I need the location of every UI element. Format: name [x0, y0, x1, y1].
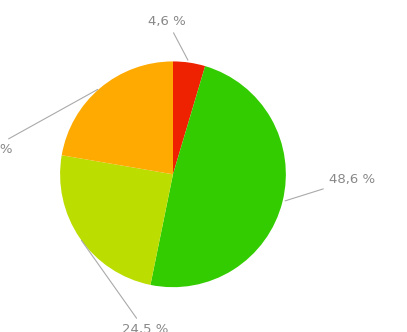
Text: 24,5 %: 24,5 % — [81, 240, 168, 332]
Text: 22,3 %: 22,3 % — [0, 89, 98, 156]
Wedge shape — [173, 61, 205, 174]
Wedge shape — [60, 155, 173, 285]
Text: 4,6 %: 4,6 % — [149, 15, 188, 60]
Wedge shape — [62, 61, 173, 174]
Text: 48,6 %: 48,6 % — [285, 173, 375, 201]
Wedge shape — [151, 66, 286, 287]
